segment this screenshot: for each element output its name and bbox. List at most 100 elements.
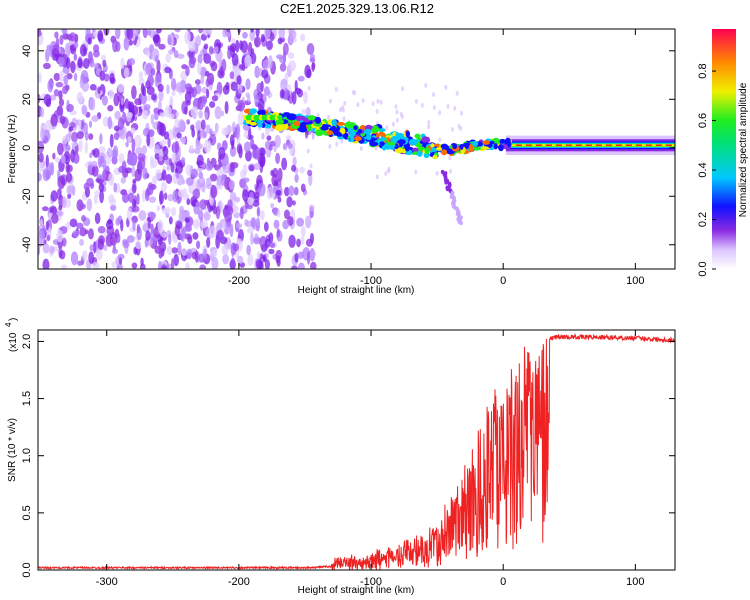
noise-blob-sparse — [400, 114, 404, 120]
noise-blob — [114, 125, 120, 132]
x-tick-label: 100 — [626, 275, 644, 287]
noise-blob — [96, 174, 103, 180]
noise-blob — [175, 111, 180, 118]
noise-blob-sparse — [379, 99, 383, 105]
signal-point — [354, 136, 363, 141]
noise-blob — [138, 210, 147, 221]
noise-blob — [165, 206, 171, 214]
noise-blob — [188, 144, 194, 151]
noise-blob — [301, 109, 307, 115]
noise-blob — [221, 58, 227, 73]
noise-blob — [210, 184, 218, 199]
noise-blob — [196, 240, 201, 250]
noise-blob — [277, 209, 281, 218]
signal-point — [440, 143, 449, 150]
noise-blob — [142, 167, 148, 180]
noise-blob — [279, 88, 285, 99]
colorbar-tick-label: 0.0 — [697, 261, 709, 276]
noise-blob — [247, 196, 254, 206]
noise-blob — [199, 264, 207, 269]
noise-blob — [63, 74, 69, 86]
noise-blob — [51, 213, 59, 224]
x-tick-label: -300 — [96, 275, 118, 287]
noise-blob — [138, 71, 144, 80]
noise-blob — [61, 29, 68, 35]
noise-blob — [296, 217, 305, 227]
noise-blob — [166, 84, 170, 95]
noise-blob — [120, 219, 124, 232]
noise-blob — [44, 119, 53, 133]
noise-blob — [185, 210, 190, 220]
noise-blob — [254, 195, 260, 203]
noise-blob — [89, 152, 93, 159]
signal-point — [504, 137, 511, 145]
signal-point — [392, 136, 401, 141]
noise-blob — [40, 127, 46, 141]
y-tick-label: 2.0 — [21, 334, 33, 349]
noise-blob — [173, 50, 179, 58]
noise-blob — [158, 150, 163, 162]
noise-blob — [283, 209, 290, 220]
noise-blob — [159, 139, 167, 146]
noise-blob — [145, 50, 151, 57]
noise-blob — [236, 75, 242, 85]
noise-blob-sparse — [316, 113, 320, 119]
noise-blob — [103, 244, 108, 251]
noise-blob — [79, 44, 87, 57]
noise-blob — [229, 43, 237, 53]
noise-blob — [145, 230, 151, 241]
noise-blob — [45, 48, 50, 62]
noise-blob — [208, 45, 214, 55]
noise-blob — [306, 251, 311, 265]
colorbar-gradient — [712, 29, 736, 269]
y-tick-label: 0 — [21, 145, 33, 151]
noise-blob — [54, 31, 59, 39]
signal-point — [249, 108, 258, 114]
noise-blob — [195, 120, 203, 131]
noise-blob — [69, 218, 78, 228]
signal-point — [499, 138, 506, 144]
signal-point — [264, 124, 272, 129]
noise-blob-sparse — [338, 107, 342, 113]
noise-blob — [115, 233, 121, 244]
noise-blob — [235, 223, 243, 229]
noise-blob — [292, 200, 296, 206]
spectrogram-frame — [37, 28, 676, 270]
noise-blob — [154, 55, 159, 64]
noise-blob — [179, 228, 186, 242]
noise-blob — [245, 150, 252, 162]
noise-blob — [92, 148, 100, 158]
noise-blob — [142, 110, 149, 120]
noise-blob — [166, 165, 171, 171]
noise-blob — [157, 219, 164, 234]
noise-blob — [271, 174, 279, 187]
noise-blob — [258, 182, 266, 197]
noise-blob — [176, 132, 182, 139]
noise-blob — [195, 201, 202, 208]
noise-blob — [230, 81, 238, 92]
noise-blob — [221, 244, 229, 255]
noise-blob — [253, 162, 261, 171]
noise-blob — [38, 30, 42, 37]
noise-blob — [260, 33, 266, 43]
noise-blob — [161, 264, 167, 269]
noise-blob — [66, 44, 71, 58]
noise-blob — [245, 78, 251, 90]
noise-blob — [168, 49, 174, 55]
noise-blob — [127, 152, 136, 166]
noise-blob-sparse — [459, 125, 463, 131]
signal-point — [482, 140, 491, 145]
noise-blob — [185, 83, 192, 90]
signal-point — [349, 132, 355, 138]
noise-blob — [287, 52, 295, 59]
noise-blob — [117, 117, 124, 131]
noise-blob — [246, 95, 251, 103]
noise-blob — [134, 134, 142, 148]
noise-blob — [88, 51, 93, 63]
noise-blob — [268, 248, 275, 255]
noise-blob — [197, 53, 203, 65]
noise-blob — [79, 78, 84, 89]
noise-blob — [123, 36, 130, 51]
noise-blob — [231, 37, 236, 45]
